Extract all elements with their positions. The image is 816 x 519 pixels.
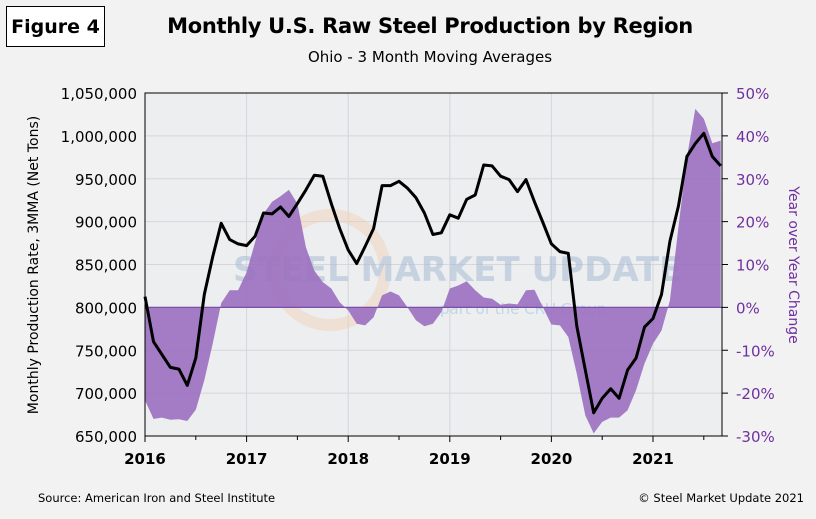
- x-tick-label: 2020: [531, 450, 573, 468]
- right-tick-label: -20%: [736, 385, 775, 403]
- right-tick-label: 20%: [736, 214, 769, 232]
- right-tick-label: -30%: [736, 428, 775, 446]
- x-tick-label: 2017: [226, 450, 268, 468]
- right-tick-label: 0%: [736, 299, 760, 317]
- left-tick-label: 700,000: [75, 385, 137, 403]
- x-tick-label: 2019: [429, 450, 471, 468]
- right-tick-label: 40%: [736, 128, 769, 146]
- left-tick-label: 1,000,000: [61, 128, 137, 146]
- left-tick-label: 800,000: [75, 299, 137, 317]
- copyright-note: © Steel Market Update 2021: [638, 491, 804, 505]
- left-tick-label: 900,000: [75, 214, 137, 232]
- left-axis-title: Monthly Production Rate, 3MMA (Net Tons): [26, 116, 42, 414]
- x-tick-label: 2016: [124, 450, 166, 468]
- x-tick-label: 2018: [327, 450, 369, 468]
- chart-title: Monthly U.S. Raw Steel Production by Reg…: [167, 14, 693, 38]
- chart-subtitle: Ohio - 3 Month Moving Averages: [307, 48, 553, 66]
- source-note: Source: American Iron and Steel Institut…: [38, 491, 276, 505]
- right-tick-label: 10%: [736, 257, 769, 275]
- figure-label: Figure 4: [6, 6, 105, 47]
- production-line: [143, 131, 722, 415]
- right-tick-label: -10%: [736, 342, 775, 360]
- right-tick-label: 50%: [736, 85, 769, 103]
- left-tick-label: 1,050,000: [61, 85, 137, 103]
- left-tick-label: 750,000: [75, 342, 137, 360]
- left-tick-label: 950,000: [75, 171, 137, 189]
- right-tick-label: 30%: [736, 171, 769, 189]
- left-tick-label: 850,000: [75, 257, 137, 275]
- right-axis-title: Year over Year Change: [785, 185, 801, 343]
- axis-ticks: 650,000 700,000 750,000 800,000 850,000 900,0…: [61, 85, 775, 468]
- left-tick-label: 650,000: [75, 428, 137, 446]
- x-tick-label: 2021: [632, 450, 674, 468]
- yoy-change-area: [145, 108, 721, 434]
